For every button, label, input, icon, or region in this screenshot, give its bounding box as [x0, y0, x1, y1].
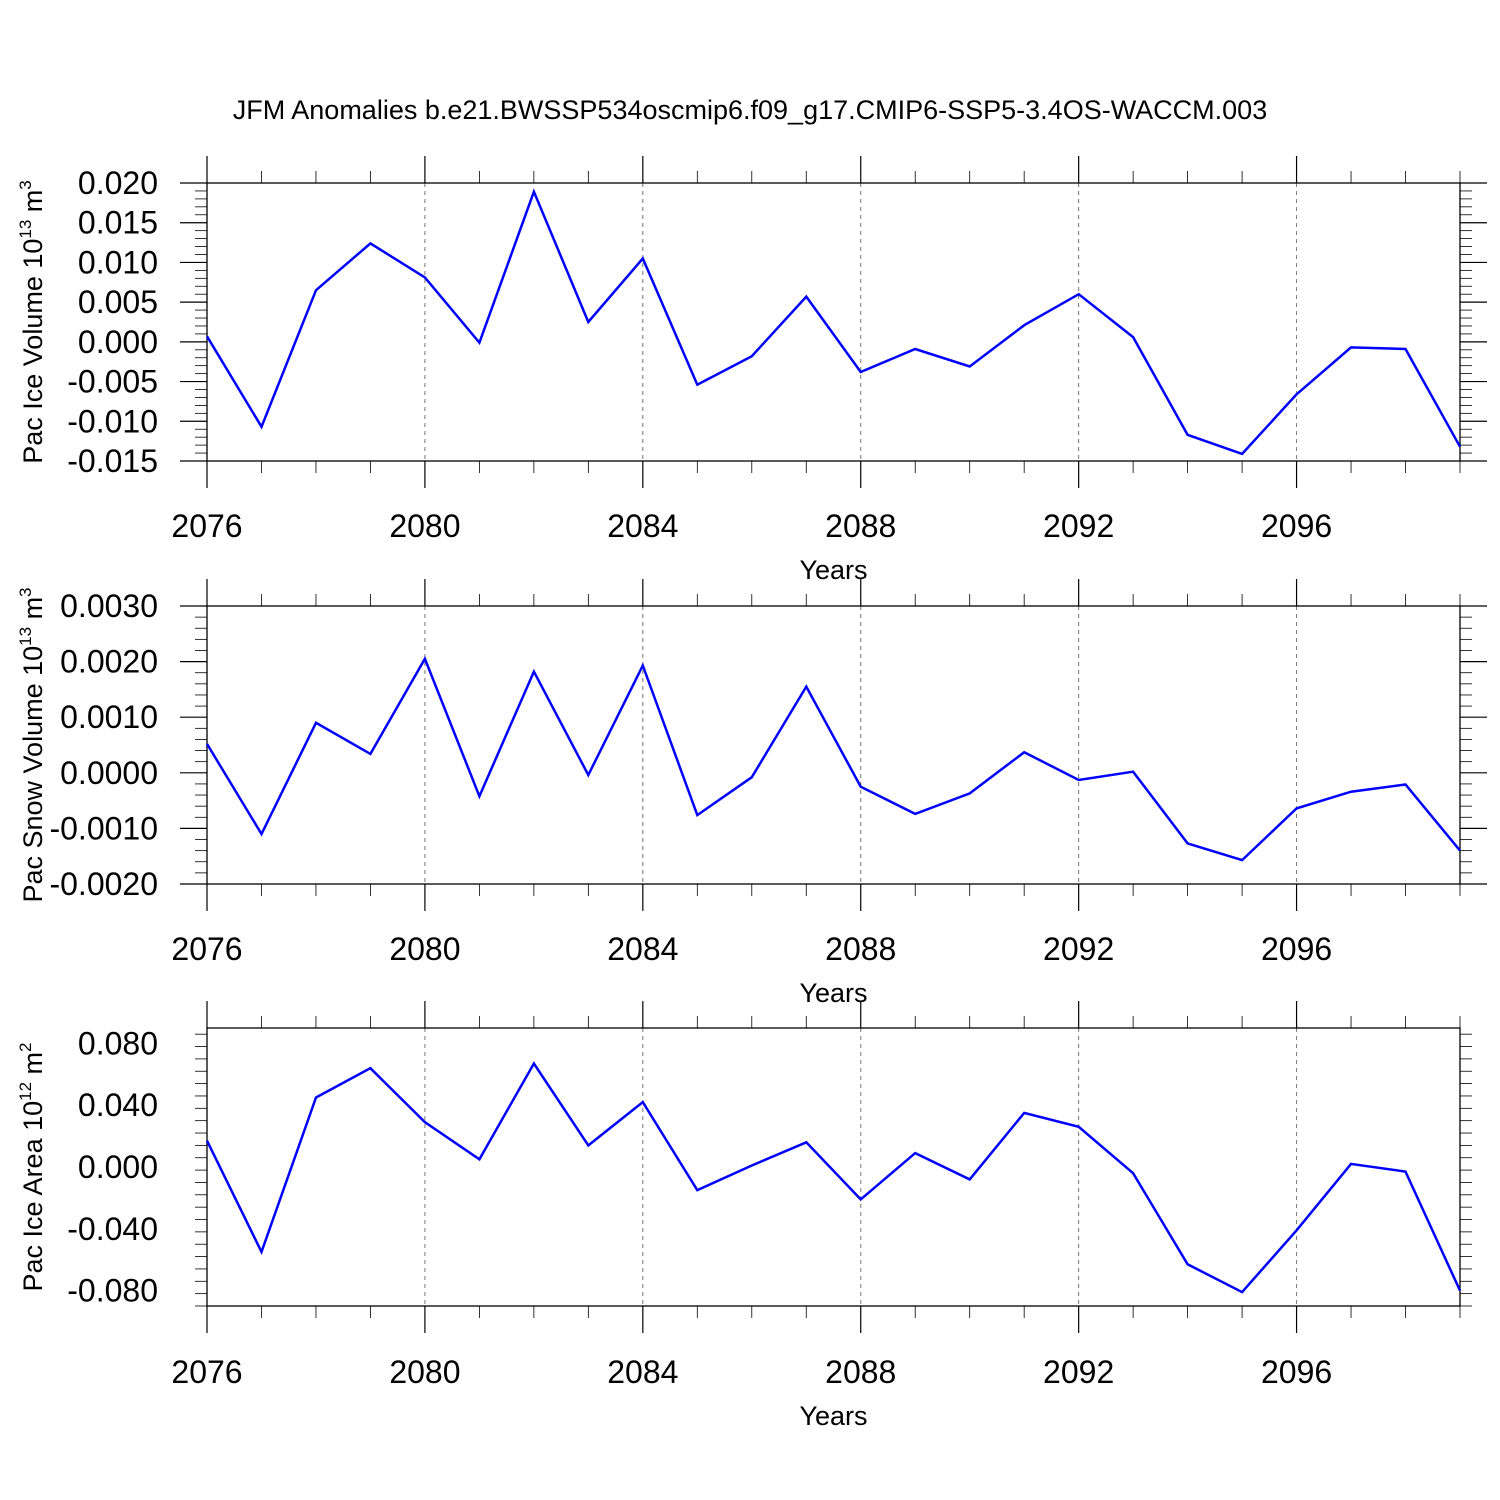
x-tick-label: 2084	[607, 1354, 678, 1390]
figure-title: JFM Anomalies b.e21.BWSSP534oscmip6.f09_…	[233, 95, 1267, 125]
x-axis-title: Years	[799, 555, 867, 585]
y-tick-label: 0.040	[78, 1087, 158, 1123]
x-tick-label: 2076	[171, 931, 242, 967]
x-tick-label: 2092	[1043, 508, 1114, 544]
y-tick-label: 0.010	[78, 244, 158, 280]
y-tick-label: 0.0020	[60, 644, 158, 680]
y-tick-label: 0.020	[78, 165, 158, 201]
y-tick-label: 0.015	[78, 205, 158, 241]
y-tick-label: -0.0010	[49, 810, 158, 846]
y-tick-label: 0.080	[78, 1025, 158, 1061]
y-axis-title: Pac Snow Volume 1013 m3	[16, 587, 48, 902]
x-tick-label: 2096	[1261, 931, 1332, 967]
y-tick-label: 0.0010	[60, 699, 158, 735]
x-tick-label: 2080	[389, 508, 460, 544]
x-tick-label: 2088	[825, 931, 896, 967]
y-tick-label: 0.005	[78, 284, 158, 320]
y-tick-label: -0.040	[67, 1211, 158, 1247]
x-tick-label: 2092	[1043, 1354, 1114, 1390]
plot-frame	[206, 605, 1461, 885]
x-tick-label: 2080	[389, 931, 460, 967]
y-tick-label: -0.0020	[49, 866, 158, 902]
y-tick-label: 0.000	[78, 1149, 158, 1185]
y-tick-label: 0.0030	[60, 588, 158, 624]
series-line-1	[205, 1061, 1462, 1294]
panel-2: 2076 2080 2084 2088 2092 2096 Years 0.0030 0.002…	[16, 579, 1487, 1008]
x-tick-label: 2096	[1261, 508, 1332, 544]
panel-1: 2076 2080 2084 2088 2092 2096Years0.0200.0150…	[16, 156, 1487, 585]
plot-frame	[206, 1027, 1461, 1307]
x-tick-label: 2088	[825, 1354, 896, 1390]
y-tick-label: 0.000	[78, 324, 158, 360]
series-line-1	[205, 655, 1461, 862]
y-axis-title: Pac Ice Volume 1013 m3	[16, 180, 48, 464]
x-tick-label: 2088	[825, 508, 896, 544]
panel-3: 2076 2080 2084 2088 2092 2096 Years 0.080 0.040 0…	[16, 1001, 1472, 1431]
x-axis-title: Years	[799, 1401, 867, 1431]
x-tick-label: 2096	[1261, 1354, 1332, 1390]
plot-frame	[206, 182, 1461, 462]
x-tick-label: 2084	[607, 508, 678, 544]
x-tick-label: 2092	[1043, 931, 1114, 967]
y-axis-title: Pac Ice Area 1012 m2	[16, 1042, 48, 1291]
x-axis-title: Years	[799, 978, 867, 1008]
y-tick-label: -0.010	[67, 403, 158, 439]
x-tick-label: 2084	[607, 931, 678, 967]
y-tick-label: -0.015	[67, 443, 158, 479]
series-line-1	[205, 188, 1462, 456]
x-tick-label: 2076	[171, 1354, 242, 1390]
y-tick-label: 0.0000	[60, 755, 158, 791]
y-tick-label: -0.005	[67, 364, 158, 400]
y-tick-label: -0.080	[67, 1273, 158, 1309]
x-tick-label: 2080	[389, 1354, 460, 1390]
x-tick-label: 2076	[171, 508, 242, 544]
